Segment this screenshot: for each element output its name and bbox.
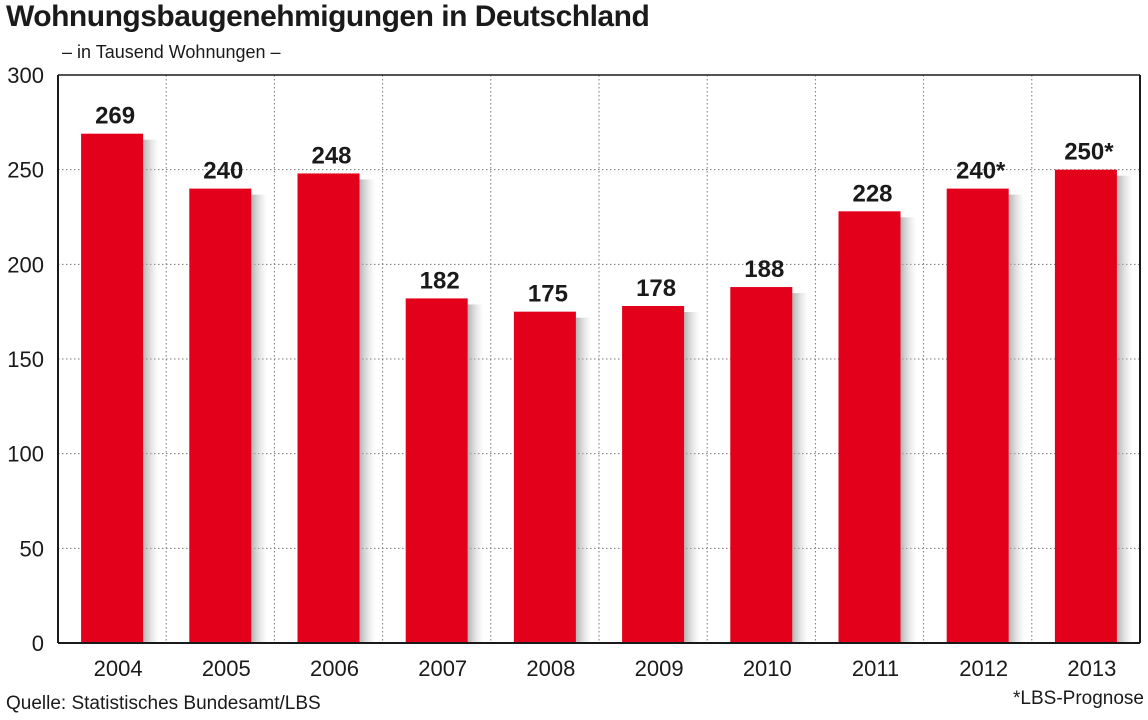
- bar: [622, 305, 685, 643]
- bar-value-label: 228: [852, 180, 892, 207]
- x-tick-label: 2005: [202, 656, 251, 681]
- y-tick-label: 100: [7, 442, 44, 467]
- forecast-note: *LBS-Prognose: [1013, 688, 1144, 709]
- y-tick-label: 50: [20, 536, 44, 561]
- source-note: Quelle: Statistisches Bundesamt/LBS: [6, 693, 321, 714]
- x-tick-label: 2011: [852, 656, 899, 681]
- bar: [513, 311, 576, 643]
- bar: [189, 188, 252, 643]
- bar-shadow: [575, 317, 592, 643]
- bar-value-label: 178: [636, 275, 676, 302]
- x-tick-label: 2012: [959, 656, 1008, 681]
- bar-shadow: [1116, 175, 1133, 643]
- y-tick-label: 300: [7, 63, 44, 88]
- x-tick-label: 2004: [94, 656, 143, 681]
- bar-value-label: 175: [528, 281, 568, 308]
- bar-value-label: 269: [95, 103, 135, 130]
- bar-shadow: [1008, 194, 1025, 643]
- x-tick-label: 2006: [310, 656, 359, 681]
- bar-shadow: [251, 194, 268, 643]
- bar-value-label: 240: [203, 158, 243, 185]
- bar: [1054, 169, 1117, 643]
- chart-subtitle: – in Tausend Wohnungen –: [62, 42, 281, 62]
- bar-value-label: 250*: [1064, 139, 1114, 166]
- bar-shadow: [359, 179, 376, 643]
- bar: [81, 133, 144, 643]
- x-tick-label: 2009: [635, 656, 684, 681]
- y-tick-label: 250: [7, 158, 44, 183]
- y-tick-label: 150: [7, 347, 44, 372]
- bar-shadow: [684, 311, 701, 643]
- bar: [730, 287, 793, 643]
- bar-value-label: 240*: [956, 158, 1006, 185]
- bar-value-label: 188: [744, 256, 784, 283]
- bar-shadow: [467, 304, 484, 643]
- bar-value-label: 182: [420, 267, 460, 294]
- x-tick-label: 2008: [526, 656, 575, 681]
- bar-shadow: [900, 217, 917, 643]
- bar-value-label: 248: [311, 142, 351, 169]
- bar-shadow: [143, 139, 160, 643]
- y-tick-label: 200: [7, 252, 44, 277]
- y-tick-label: 0: [32, 631, 44, 656]
- bar-shadow: [792, 293, 809, 643]
- x-tick-label: 2010: [743, 656, 792, 681]
- bar: [405, 298, 468, 643]
- chart-title: Wohnungsbaugenehmigungen in Deutschland: [6, 0, 650, 33]
- x-tick-label: 2007: [418, 656, 467, 681]
- bar: [297, 173, 360, 643]
- x-tick-label: 2013: [1067, 656, 1116, 681]
- bar: [838, 211, 901, 643]
- bar: [946, 188, 1009, 643]
